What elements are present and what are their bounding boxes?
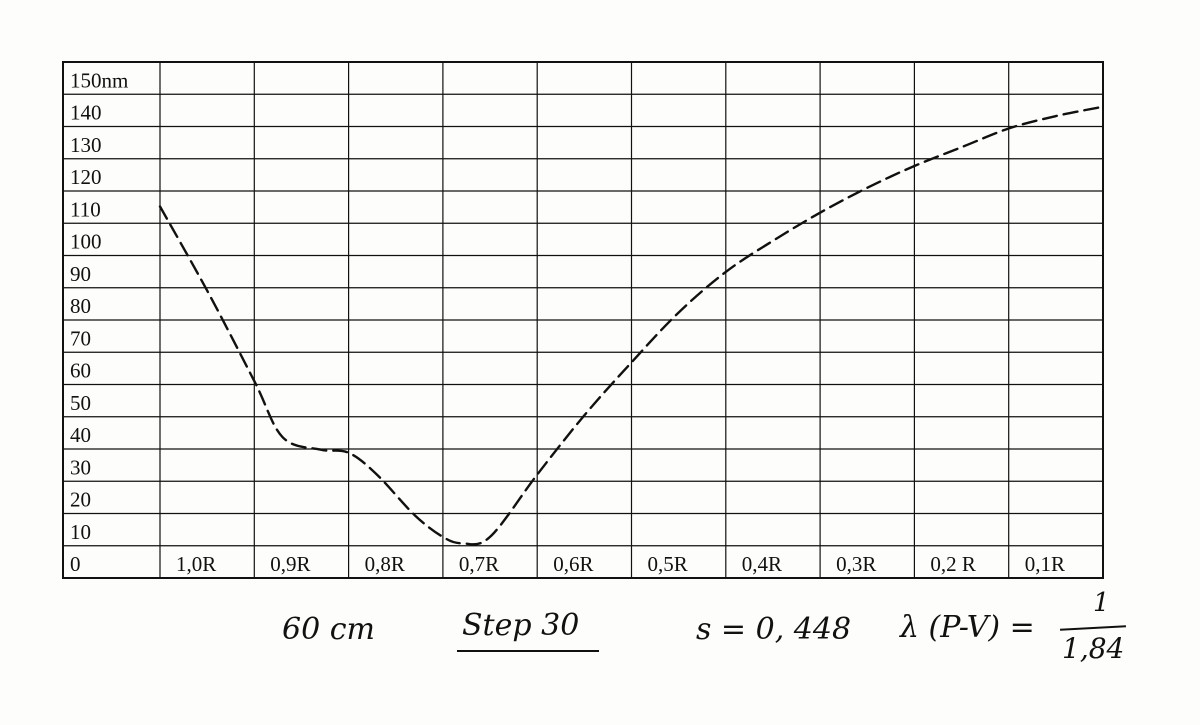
- y-tick-label: 90: [70, 262, 91, 286]
- y-tick-label: 140: [70, 101, 102, 125]
- lambda-denominator: 1,84: [1062, 632, 1125, 665]
- y-tick-label: 20: [70, 488, 91, 512]
- x-tick-label: 0,5R: [648, 552, 688, 576]
- x-tick-label: 0,7R: [459, 552, 499, 576]
- x-tick-label: 0,6R: [553, 552, 593, 576]
- y-tick-label: 80: [70, 294, 91, 318]
- x-tick-label: 1,0R: [176, 552, 216, 576]
- y-tick-label: 10: [70, 520, 91, 544]
- step-underline: [457, 650, 599, 652]
- distance-note: 60 cm: [282, 612, 375, 647]
- x-tick-label: 0,3R: [836, 552, 876, 576]
- chart-frame: [62, 61, 1104, 579]
- y-tick-label: 60: [70, 359, 91, 383]
- x-tick-label: 0,2 R: [930, 552, 976, 576]
- step-note: Step 30: [462, 608, 580, 643]
- x-tick-label: 0,9R: [270, 552, 310, 576]
- y-tick-label: 150nm: [70, 68, 128, 92]
- y-tick-label: 120: [70, 165, 102, 189]
- series-line: [158, 105, 1105, 546]
- lambda-fraction-bar: [1059, 625, 1127, 631]
- y-tick-label: 70: [70, 326, 91, 350]
- y-tick-label: 30: [70, 455, 91, 479]
- y-tick-label: 100: [70, 230, 102, 254]
- x-tick-label: 0,1R: [1025, 552, 1065, 576]
- y-tick-label: 110: [70, 197, 101, 221]
- y-tick-label: 50: [70, 391, 91, 415]
- lambda-note: λ (P-V) =: [900, 610, 1035, 645]
- y-tick-label: 0: [70, 552, 81, 576]
- x-tick-label: 0,8R: [365, 552, 405, 576]
- s-value-note: s = 0, 448: [696, 612, 852, 647]
- y-tick-label: 130: [70, 133, 102, 157]
- x-tick-label: 0,4R: [742, 552, 782, 576]
- y-tick-label: 40: [70, 423, 91, 447]
- lambda-numerator: 1: [1093, 588, 1110, 618]
